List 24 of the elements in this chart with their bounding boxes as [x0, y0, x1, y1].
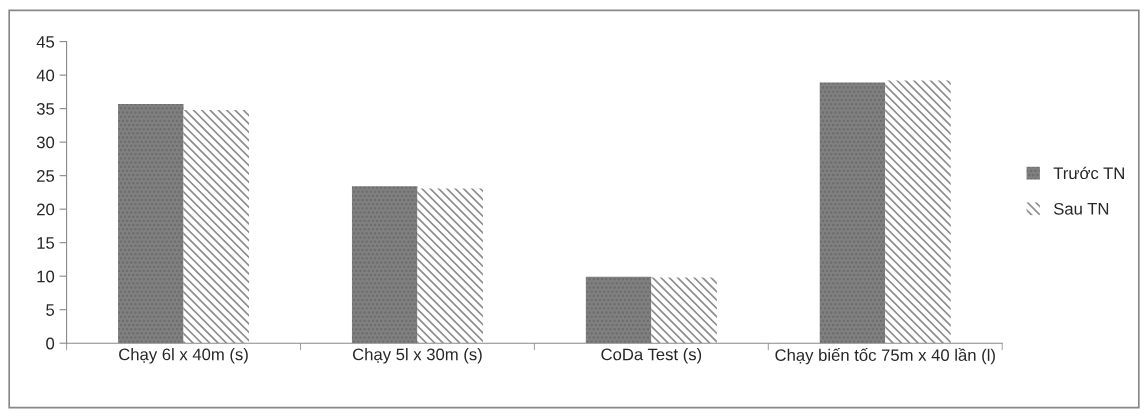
y-tick-label: 35: [36, 103, 55, 115]
y-tick-label: 15: [37, 237, 55, 249]
y-tick-label: 25: [37, 170, 55, 182]
bar: [651, 277, 717, 344]
bar: [819, 82, 886, 344]
y-tick-label: 0: [46, 337, 55, 350]
legend-label: Sau TN: [1053, 202, 1109, 215]
y-tick-label: 5: [46, 304, 55, 316]
bar: [885, 80, 951, 344]
y-tick-label: 10: [37, 270, 55, 283]
bar: [183, 109, 250, 344]
bar: [351, 186, 418, 344]
x-tick-label: Chạy 5l x 30m (s): [353, 348, 482, 364]
legend-label: Trước TN: [1053, 166, 1124, 180]
bar: [417, 188, 483, 344]
y-tick-label: 40: [36, 69, 55, 82]
x-tick-label: CoDa Test (s): [601, 348, 702, 364]
y-tick-label: 30: [36, 136, 55, 149]
bar: [585, 276, 652, 344]
x-tick-label: Chạy biến tốc 75m x 40 lần (l): [775, 348, 995, 365]
y-tick-label: 45: [36, 36, 55, 48]
x-tick-label: Chạy 6l x 40m (s): [119, 348, 248, 364]
y-tick-label: 20: [37, 203, 55, 216]
bar: [118, 103, 184, 344]
